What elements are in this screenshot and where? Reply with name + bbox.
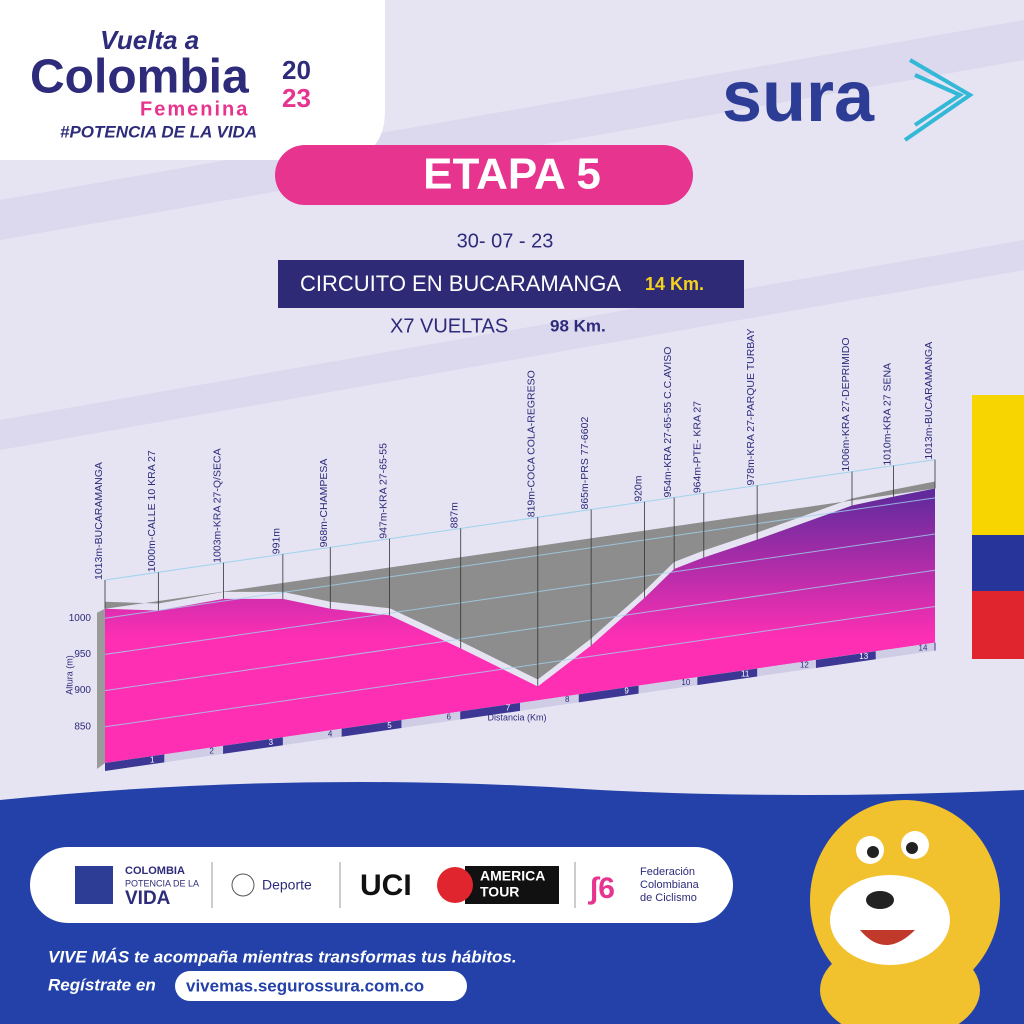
mascot	[810, 800, 1000, 1024]
x-tick-block	[223, 737, 283, 754]
profile-side	[97, 608, 105, 769]
x-tick-label: 8	[565, 695, 570, 704]
sponsor-icon	[903, 58, 974, 142]
fed-icon: ∫6	[588, 872, 615, 905]
y-tick-label: 850	[74, 721, 91, 732]
waypoint-label: 954m-KRA 27-65-55 C.C.AVISO	[662, 347, 674, 498]
partner-text: de Ciclismo	[640, 892, 697, 904]
logo-top: Vuelta a	[100, 25, 199, 55]
footer-text: Regístrate en	[48, 975, 156, 994]
chart: 850900950100012345678910111213141013m-BU…	[64, 328, 936, 771]
x-tick-label: 13	[859, 652, 868, 661]
partner-text: Federación	[640, 866, 695, 878]
x-tick-label: 2	[209, 747, 214, 756]
x-tick-label: 11	[741, 669, 750, 678]
x-tick-label: 1	[150, 755, 155, 764]
stage-date: 30- 07 - 23	[457, 230, 554, 252]
logo-year: 20	[282, 55, 311, 85]
waypoint-label: 1003m-KRA 27-Q/SECA	[211, 448, 223, 562]
grid-line	[104, 569, 936, 692]
waypoint-label: 865m-PRS 77-6602	[579, 417, 591, 510]
partner-text: Deporte	[262, 877, 312, 893]
total-distance: 98 Km.	[550, 316, 606, 335]
waypoint-label: 968m-CHAMPESA	[318, 459, 330, 548]
deporte-icon	[231, 873, 255, 897]
grid-line	[104, 497, 936, 619]
waypoint-label: 819m-COCA COLA-REGRESO	[526, 370, 538, 517]
waypoint-label: 978m-KRA 27-PARQUE TURBAY	[745, 328, 757, 485]
waypoint-label: 947m-KRA 27-65-55	[377, 443, 389, 539]
x-tick-block	[579, 685, 639, 703]
logo-main: Colombia	[30, 51, 249, 104]
x-tick-label: 4	[328, 729, 333, 738]
x-tick-label: 12	[800, 661, 809, 670]
x-tick-label: 7	[506, 704, 511, 713]
logo-tagline: #POTENCIA DE LA VIDA	[60, 122, 257, 141]
flag-red	[972, 591, 1024, 659]
uci-box	[465, 866, 559, 904]
partner-text: POTENCIA DE LA	[125, 878, 199, 888]
waypoint-label: 1013m-BUCARAMANGA	[923, 342, 935, 460]
logo-year: 23	[282, 83, 311, 113]
sponsor-logo: sura	[722, 57, 875, 137]
y-tick-label: 1000	[69, 613, 92, 624]
waypoint-label: 920m	[632, 475, 644, 502]
x-tick-label: 3	[269, 738, 274, 747]
laps: X7 VUELTAS	[390, 315, 508, 337]
stripes	[0, 20, 1024, 450]
partner-text: TOUR	[480, 884, 519, 900]
footer-url[interactable]: vivemas.segurossura.com.co	[186, 976, 424, 995]
grid-line	[104, 533, 936, 655]
flag-blue	[972, 535, 1024, 591]
y-tick-label: 950	[74, 649, 91, 660]
x-tick-label: 10	[681, 678, 690, 687]
top-line	[104, 459, 936, 581]
y-axis-label: Altura (m)	[64, 655, 74, 695]
partner-text: COLOMBIA	[125, 865, 185, 877]
waypoint-label: 887m	[448, 502, 460, 529]
grid-line	[104, 605, 936, 728]
x-tick-block	[105, 754, 165, 771]
waypoint-label: 1010m-KRA 27 SENA	[881, 363, 893, 466]
profile-area	[105, 488, 935, 763]
stage-banner	[275, 145, 693, 205]
waypoint-label: 991m	[271, 528, 283, 555]
x-tick-label: 5	[387, 721, 392, 730]
partner-text: Colombiana	[640, 879, 700, 891]
circuit-banner	[278, 260, 744, 308]
footer-text: VIVE MÁS te acompaña mientras transforma…	[48, 947, 517, 966]
uci-icon	[437, 867, 473, 903]
logo-card	[0, 0, 385, 160]
waypoint-label: 1000m-CALLE 10 KRA 27	[146, 450, 158, 572]
x-tick-label: 9	[624, 686, 629, 695]
partner-text: AMERICA	[480, 868, 545, 884]
x-tick-block	[460, 702, 520, 720]
partner-text: VIDA	[125, 888, 171, 909]
partner-text: UCI	[360, 869, 412, 902]
circuit-distance: 14 Km.	[645, 274, 704, 294]
profile-ridge	[105, 481, 935, 680]
url-pill[interactable]	[175, 971, 467, 1001]
x-tick-block	[342, 720, 402, 737]
x-tick-label: 6	[446, 712, 451, 721]
colombia-icon	[75, 866, 113, 904]
flag-yellow	[972, 395, 1024, 535]
x-tick-block	[697, 668, 758, 686]
waypoint-label: 1006m-KRA 27-DEPRIMIDO	[840, 337, 852, 471]
stage-title: ETAPA 5	[423, 150, 601, 199]
x-axis-label: Distancia (Km)	[487, 712, 546, 722]
x-tick-block	[816, 651, 876, 668]
logo-sub: Femenina	[140, 98, 249, 120]
y-tick-label: 900	[74, 685, 91, 696]
waypoint-label: 1013m-BUCARAMANGA	[93, 462, 105, 580]
waypoint-label: 964m-PTE- KRA 27	[692, 401, 704, 493]
x-tick-label: 14	[919, 643, 928, 652]
circuit-name: CIRCUITO EN BUCARAMANGA	[300, 271, 621, 296]
